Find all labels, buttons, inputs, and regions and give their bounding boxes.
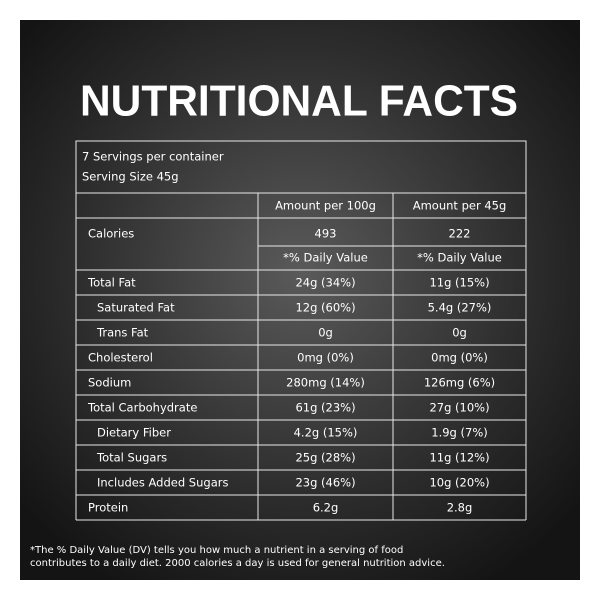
row-label: Total Carbohydrate	[87, 401, 197, 415]
cell: 23g (46%)	[295, 476, 355, 490]
cell: 25g (28%)	[295, 451, 355, 465]
cell: *% Daily Value	[283, 251, 368, 265]
cell: 0mg (0%)	[431, 351, 488, 365]
cell: *% Daily Value	[417, 251, 502, 265]
footnote: *The % Daily Value (DV) tells you how mu…	[30, 545, 403, 556]
row-label: Protein	[88, 501, 128, 515]
cell: 4.2g (15%)	[294, 426, 358, 440]
row-label: Trans Fat	[96, 326, 149, 340]
background	[20, 20, 580, 580]
row-label: Saturated Fat	[97, 301, 175, 315]
cell: 1.9g (7%)	[431, 426, 487, 440]
cell: 0g	[452, 326, 467, 340]
cell: 280mg (14%)	[286, 376, 365, 390]
row-label: Sodium	[88, 376, 131, 390]
cell: 222	[449, 227, 471, 241]
cell: 493	[315, 227, 337, 241]
row-label: Cholesterol	[88, 351, 153, 365]
cell: 5.4g (27%)	[428, 301, 492, 315]
column-header: Amount per 100g	[275, 199, 376, 213]
cell: 0mg (0%)	[297, 351, 354, 365]
cell: 11g (12%)	[429, 451, 489, 465]
row-label: Calories	[88, 227, 134, 241]
cell: 2.8g	[447, 501, 473, 515]
cell: 0g	[318, 326, 333, 340]
footnote: contributes to a daily diet. 2000 calori…	[30, 558, 445, 569]
row-label: Total Fat	[87, 276, 136, 290]
cell: 10g (20%)	[429, 476, 489, 490]
cell: 126mg (6%)	[424, 376, 495, 390]
cell: 11g (15%)	[429, 276, 489, 290]
serving-size: Serving Size 45g	[82, 170, 179, 184]
row-label: Includes Added Sugars	[97, 476, 228, 490]
title: NUTRITIONAL FACTS	[80, 77, 518, 126]
servings: 7 Servings per container	[82, 150, 224, 164]
cell: 27g (10%)	[429, 401, 489, 415]
row-label: Dietary Fiber	[97, 426, 171, 440]
cell: 12g (60%)	[295, 301, 355, 315]
cell: 61g (23%)	[295, 401, 355, 415]
row-label: Total Sugars	[96, 451, 167, 465]
cell: 24g (34%)	[295, 276, 355, 290]
cell: 6.2g	[313, 501, 339, 515]
column-header: Amount per 45g	[413, 199, 507, 213]
